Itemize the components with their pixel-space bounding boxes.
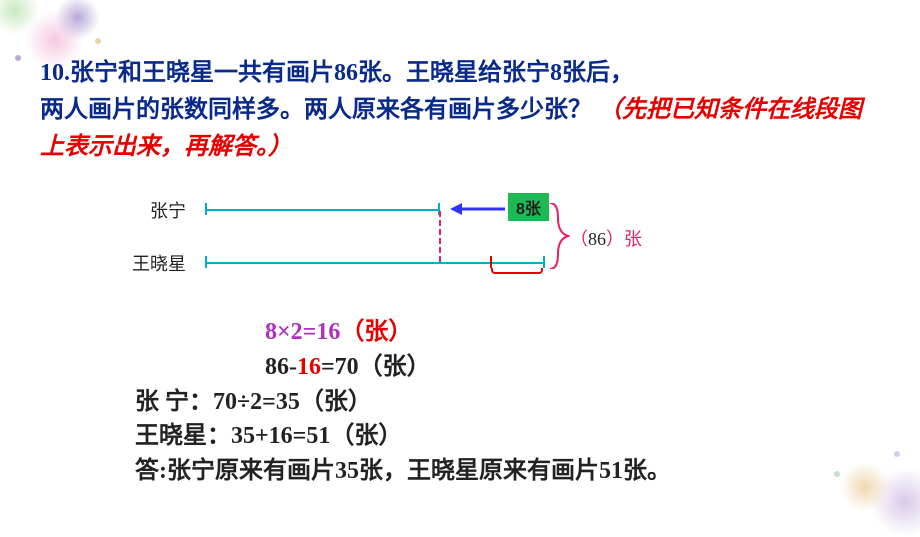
person2-label: 王晓星：: [135, 423, 231, 449]
problem-text: 10.张宁和王晓星一共有画片86张。王晓星给张宁8张后， 两人画片的张数同样多。…: [40, 55, 880, 167]
brace-icon: [548, 203, 570, 269]
deco-dot: [15, 55, 21, 61]
diagram-tick: [543, 256, 545, 268]
step1-a: 8×2=16: [265, 319, 340, 345]
person1-label: 张 宁：: [135, 389, 213, 415]
total-l: （: [570, 229, 588, 249]
problem-line2: 两人画片的张数同样多。两人原来各有画片多少张？: [40, 97, 592, 123]
problem-line1: 10.张宁和王晓星一共有画片86张。王晓星给张宁8张后，: [40, 60, 634, 86]
diagram-total: （86）张: [570, 225, 642, 251]
left-arrow-icon: [450, 201, 505, 217]
deco-dot: [894, 451, 900, 457]
diagram-tick: [205, 256, 207, 268]
person1-calc: 70÷2=35（张）: [213, 389, 372, 415]
step2-c: =70（张）: [321, 354, 431, 380]
diagram-name1: 张宁: [150, 197, 186, 223]
step2-a: 86-: [265, 354, 297, 380]
person2-calc: 35+16=51（张）: [231, 423, 402, 449]
step1-b: （张）: [340, 319, 412, 345]
total-num: 86: [588, 229, 606, 249]
segment-diagram: 张宁 王晓星 8张 （86）张: [150, 195, 670, 295]
solution-block: 8×2=16（张） 86-16=70（张） 张 宁：70÷2=35（张） 王晓星…: [135, 315, 835, 489]
solution-person1: 张 宁：70÷2=35（张）: [135, 385, 835, 420]
diagram-name2: 王晓星: [132, 250, 186, 276]
diagram-small-brace: [491, 268, 543, 274]
solution-person2: 王晓星：35+16=51（张）: [135, 419, 835, 454]
diagram-line2: [205, 262, 545, 264]
solution-answer: 答:张宁原来有画片35张，王晓星原来有画片51张。: [135, 454, 835, 489]
diagram-red-tick: [490, 256, 492, 268]
badge-text: 8张: [516, 201, 541, 218]
deco-dot: [95, 38, 101, 44]
diagram-tick: [205, 203, 207, 215]
deco-blob: [55, 0, 100, 40]
step2-b: 16: [297, 354, 321, 380]
solution-step1: 8×2=16（张）: [135, 315, 835, 350]
solution-step2: 86-16=70（张）: [135, 350, 835, 385]
deco-blob: [840, 462, 890, 512]
diagram-line1: [205, 209, 440, 211]
total-r: ）张: [606, 229, 642, 249]
diagram-badge: 8张: [508, 193, 549, 221]
diagram-dashed: [439, 211, 441, 262]
